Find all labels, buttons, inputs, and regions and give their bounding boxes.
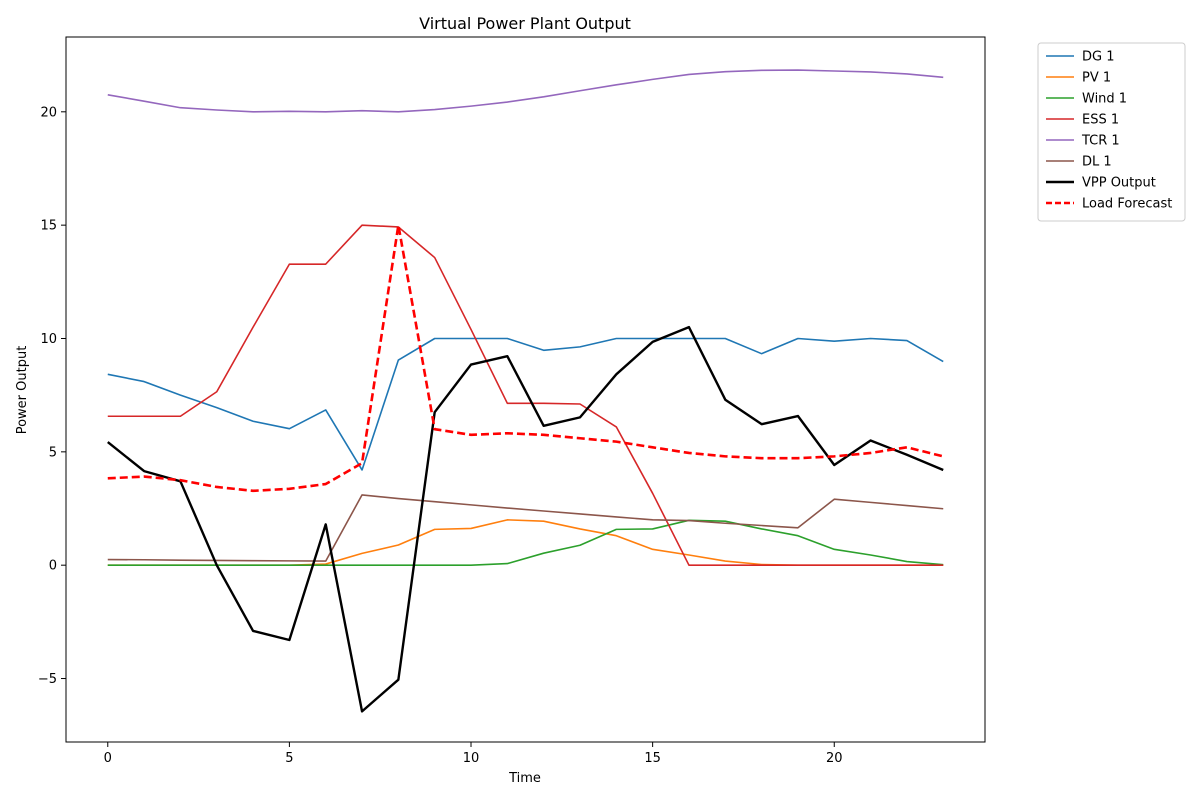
y-tick-label: 15 [40, 219, 57, 234]
series-layer [107, 69, 944, 713]
series-line-ess-1 [107, 224, 944, 566]
series-line-dg-1 [107, 337, 944, 471]
chart-title: Virtual Power Plant Output [419, 14, 631, 33]
legend-label: ESS 1 [1082, 113, 1119, 128]
x-tick-label: 0 [104, 751, 112, 766]
y-tick-label: 10 [40, 332, 57, 347]
series-line-tcr-1 [107, 69, 944, 113]
y-tick-label: −5 [38, 672, 57, 687]
legend-label: Wind 1 [1082, 92, 1127, 107]
legend: DG 1 PV 1 Wind 1 ESS 1 TCR 1 DL 1 VPP Output Lo… [1037, 42, 1186, 222]
x-tick-label: 5 [285, 751, 293, 766]
y-tick-label: 5 [49, 445, 57, 460]
legend-label: Load Forecast [1082, 197, 1172, 212]
plot-frame [65, 36, 986, 743]
legend-label: DG 1 [1082, 50, 1115, 65]
legend-label: TCR 1 [1081, 134, 1120, 149]
legend-box [1037, 42, 1186, 222]
y-tick-label: 0 [49, 559, 57, 574]
legend-label: PV 1 [1082, 71, 1111, 86]
series-line-wind-1 [107, 519, 944, 566]
x-axis-title: Time [508, 771, 541, 786]
y-axis-title: Power Output [15, 346, 30, 435]
series-line-load-forecast [107, 223, 944, 493]
series-line-vpp-output [107, 325, 944, 713]
legend-label: VPP Output [1082, 176, 1156, 191]
x-tick-label: 20 [826, 751, 843, 766]
x-tick-label: 10 [463, 751, 480, 766]
series-line-dl-1 [107, 494, 944, 562]
y-tick-label: 20 [40, 105, 57, 120]
x-tick-label: 15 [644, 751, 661, 766]
legend-label: DL 1 [1082, 155, 1112, 170]
axes-layer: 0 5 10 15 20 −5 0 5 10 15 20 [38, 36, 986, 766]
